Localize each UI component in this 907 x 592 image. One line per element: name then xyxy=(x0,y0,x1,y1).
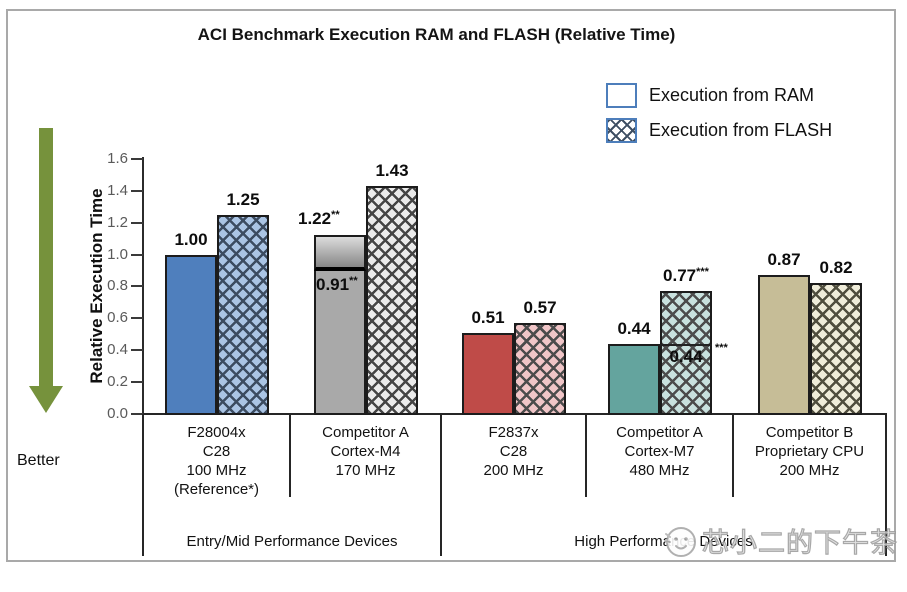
bar-ram-4 xyxy=(758,275,810,415)
category-label-line: Competitor A xyxy=(322,424,409,441)
y-tick-label: 0.0 xyxy=(107,405,128,422)
watermark-face-icon xyxy=(664,526,696,557)
category-divider xyxy=(142,414,144,556)
category-label-line: Competitor A xyxy=(616,424,703,441)
category-divider xyxy=(440,414,442,556)
legend-item-flash: Execution from FLASH xyxy=(606,118,832,143)
category-label-line: 100 MHz xyxy=(186,462,247,479)
bar-value-label: 1.00 xyxy=(174,230,208,249)
category-label-line: Competitor B xyxy=(765,424,854,441)
y-tick-label: 0.4 xyxy=(107,341,128,358)
category-label: Competitor B Proprietary CPU 200 MHz xyxy=(735,423,884,480)
category-divider xyxy=(585,414,587,497)
category-label-line: C28 xyxy=(499,443,528,460)
y-tick-label: 0.6 xyxy=(107,309,128,326)
bar-value-label: 0.77*** xyxy=(663,266,709,285)
category-label: Competitor A Cortex-M7 480 MHz xyxy=(588,423,731,480)
bar-flash-0 xyxy=(217,215,269,415)
bar-value-label: 0.87 xyxy=(767,250,801,269)
y-axis-line xyxy=(142,157,144,415)
bar-flash-2 xyxy=(514,323,566,415)
category-label-line: F2837x xyxy=(488,424,539,441)
category-label-line: Cortex-M4 xyxy=(330,443,401,460)
bar-value-label: 1.25 xyxy=(226,190,260,209)
watermark-text: 芯小二的下午茶 xyxy=(701,527,898,558)
bar-flash-4 xyxy=(810,283,862,415)
bar-value-label: 0.82 xyxy=(819,258,853,277)
bar-marker-sup: *** xyxy=(715,342,728,354)
legend: Execution from RAM Execution from FLASH xyxy=(606,83,832,153)
y-tick-label: 1.6 xyxy=(107,150,128,167)
y-tick-mark xyxy=(131,158,143,160)
y-tick-mark xyxy=(131,381,143,383)
category-label: F2837x C28 200 MHz xyxy=(443,423,584,480)
better-arrow-head-icon xyxy=(29,386,63,413)
category-label-line: 200 MHz xyxy=(483,462,544,479)
category-label-line: 170 MHz xyxy=(335,462,396,479)
y-tick-label: 0.2 xyxy=(107,373,128,390)
ram-swatch-icon xyxy=(606,83,637,108)
category-divider xyxy=(885,414,887,556)
bar-value-label: 0.51 xyxy=(471,308,505,327)
y-tick-mark xyxy=(131,285,143,287)
y-tick-mark xyxy=(131,254,143,256)
watermark: 芯小二的下午茶 xyxy=(662,521,898,560)
bar-value-label: 1.43 xyxy=(375,161,409,180)
category-divider xyxy=(732,414,734,497)
y-tick-label: 0.8 xyxy=(107,277,128,294)
legend-label-flash: Execution from FLASH xyxy=(649,120,833,140)
bar-ram-0 xyxy=(165,255,217,415)
bar-ram-2 xyxy=(462,333,514,415)
flash-swatch-icon xyxy=(606,118,637,143)
bar-ram-1 xyxy=(314,235,366,415)
category-divider xyxy=(289,414,291,497)
category-label-line: 480 MHz xyxy=(629,462,690,479)
bar-value-label: 0.57 xyxy=(523,298,557,317)
bar-marker-value-label: 0.44 xyxy=(669,347,703,366)
legend-item-ram: Execution from RAM xyxy=(606,83,832,108)
group-label: Entry/Mid Performance Devices xyxy=(186,533,398,550)
y-tick-mark xyxy=(131,222,143,224)
category-label-line: (Reference*) xyxy=(173,481,260,498)
y-tick-label: 1.4 xyxy=(107,182,128,199)
bar-ram-3 xyxy=(608,344,660,415)
y-tick-mark xyxy=(131,317,143,319)
category-label-line: Cortex-M7 xyxy=(624,443,695,460)
y-tick-label: 1.0 xyxy=(107,246,128,263)
category-label: F28004x C28 100 MHz (Reference*) xyxy=(145,423,288,499)
category-label-line: Proprietary CPU xyxy=(754,443,865,460)
chart-title: ACI Benchmark Execution RAM and FLASH (R… xyxy=(197,25,676,44)
chart-frame xyxy=(6,9,896,562)
category-label-line: F28004x xyxy=(187,424,246,441)
bar-flash-3 xyxy=(660,291,712,415)
bar-value-label: 0.44 xyxy=(617,319,651,338)
y-tick-label: 1.2 xyxy=(107,214,128,231)
bar-flash-1 xyxy=(366,186,418,415)
category-label: Competitor A Cortex-M4 170 MHz xyxy=(292,423,439,480)
better-label: Better xyxy=(17,452,60,469)
y-tick-mark xyxy=(131,349,143,351)
bar-value-label: 0.91** xyxy=(316,275,358,294)
category-label-line: 200 MHz xyxy=(779,462,840,479)
y-tick-mark xyxy=(131,190,143,192)
legend-label-ram: Execution from RAM xyxy=(649,85,815,105)
bar-cap-value-label: 1.22** xyxy=(298,209,340,228)
better-arrow-icon xyxy=(39,128,53,388)
y-tick-mark xyxy=(131,413,143,415)
bar-gradient-cap xyxy=(314,235,366,271)
group-label: High Performance Devices xyxy=(574,533,753,550)
category-label-line: C28 xyxy=(202,443,231,460)
ram-level-marker-line xyxy=(660,344,712,346)
